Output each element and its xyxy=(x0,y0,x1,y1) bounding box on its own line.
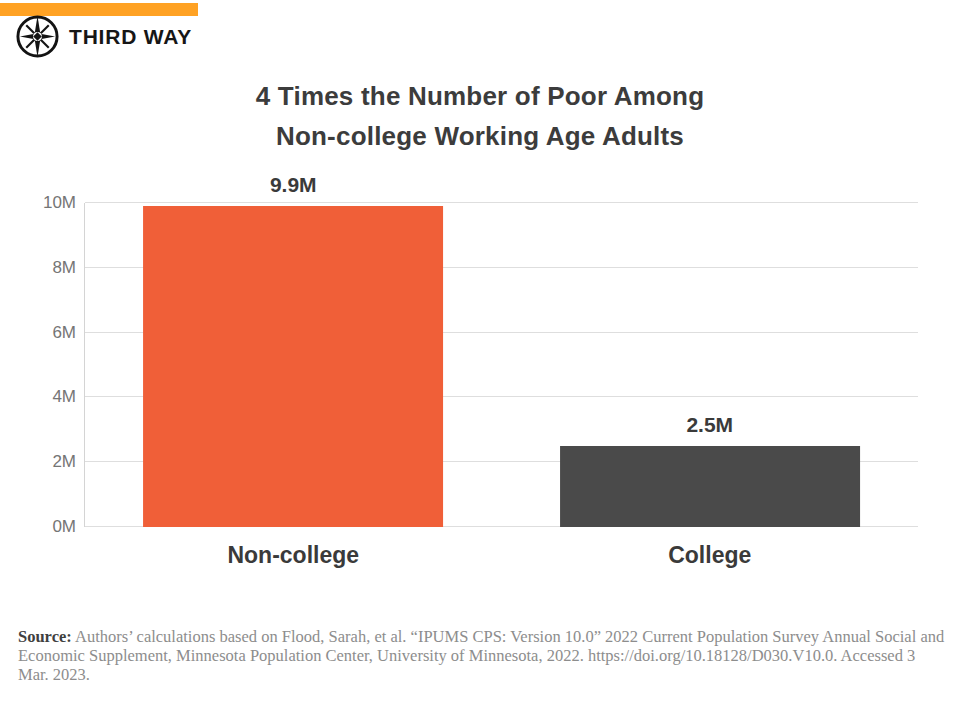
brand-name: THIRD WAY xyxy=(69,25,192,49)
bar-college xyxy=(560,446,860,527)
infographic-page: THIRD WAY 4 Times the Number of Poor Amo… xyxy=(0,0,960,706)
bar-non-college xyxy=(143,206,443,527)
chart-title-line-1: 4 Times the Number of Poor Among xyxy=(256,81,704,111)
chart-title: 4 Times the Number of Poor Among Non-col… xyxy=(0,76,960,156)
y-axis-tick-6M: 6M xyxy=(52,323,76,343)
bar-value-label: 2.5M xyxy=(686,413,733,437)
bar-slot-college: 2.5MCollege xyxy=(502,203,919,527)
source-text: Authors’ calculations based on Flood, Sa… xyxy=(18,627,944,684)
chart-title-line-2: Non-college Working Age Adults xyxy=(276,121,684,151)
source-note: Source: Authors’ calculations based on F… xyxy=(18,628,946,684)
x-axis-category-label: College xyxy=(668,542,751,569)
bar-value-label: 9.9M xyxy=(270,173,317,197)
y-axis-tick-10M: 10M xyxy=(43,193,76,213)
bar-slot-non-college: 9.9MNon-college xyxy=(85,203,502,527)
y-axis-tick-0M: 0M xyxy=(52,517,76,537)
bar-chart-plot-area: 0M2M4M6M8M10M9.9MNon-college2.5MCollege xyxy=(84,203,918,527)
brand-header: THIRD WAY xyxy=(15,14,192,59)
source-label: Source: xyxy=(18,627,72,646)
y-axis-tick-8M: 8M xyxy=(52,258,76,278)
y-axis-tick-4M: 4M xyxy=(52,387,76,407)
compass-star-icon xyxy=(15,14,60,59)
y-axis-tick-2M: 2M xyxy=(52,452,76,472)
x-axis-category-label: Non-college xyxy=(227,542,359,569)
